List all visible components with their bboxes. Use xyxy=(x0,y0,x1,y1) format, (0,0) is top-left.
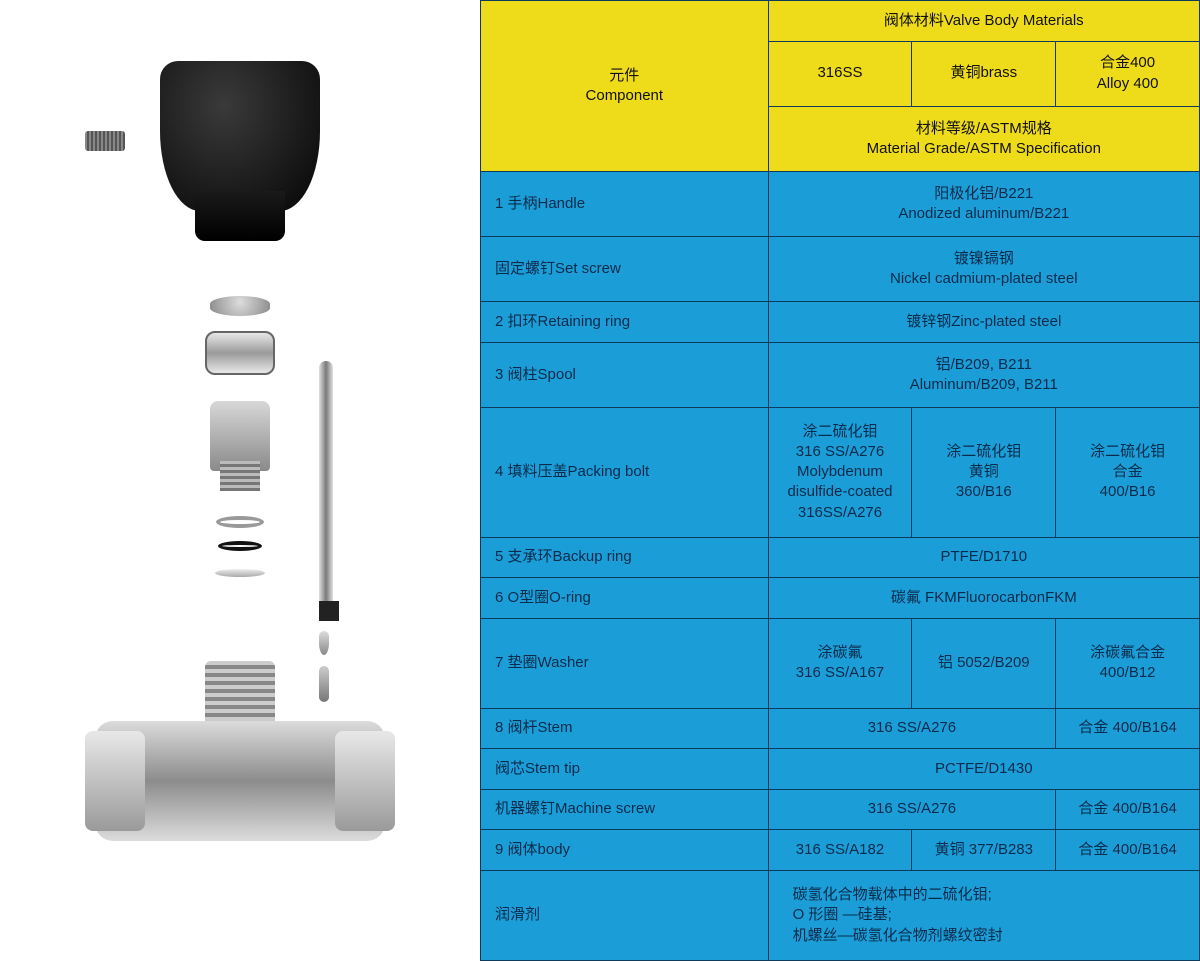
materials-table-pane: 元件 Component 阀体材料Valve Body Materials 31… xyxy=(480,0,1200,961)
table-row: 1 手柄Handle 阳极化铝/B221 Anodized aluminum/B… xyxy=(481,171,1200,236)
hdr-316ss: 316SS xyxy=(768,41,912,106)
table-row: 润滑剂 碳氢化合物载体中的二硫化钼; O 形圈 —硅基; 机螺丝—碳氢化合物剂螺… xyxy=(481,871,1200,961)
table-row: 6 O型圈O-ring 碳氟 FKMFluorocarbonFKM xyxy=(481,578,1200,619)
row-value: PCTFE/D1430 xyxy=(768,749,1199,790)
table-row: 阀芯Stem tip PCTFE/D1430 xyxy=(481,749,1200,790)
row-value: 阳极化铝/B221 Anodized aluminum/B221 xyxy=(768,171,1199,236)
row-value: 涂碳氟 316 SS/A167 xyxy=(768,618,912,708)
row-value: 铝 5052/B209 xyxy=(912,618,1056,708)
row-value: 铝/B209, B211 Aluminum/B209, B211 xyxy=(768,342,1199,407)
row-value: 黄铜 377/B283 xyxy=(912,830,1056,871)
row-label: 1 手柄Handle xyxy=(481,171,769,236)
table-row: 8 阀杆Stem 316 SS/A276 合金 400/B164 xyxy=(481,708,1200,749)
row-label: 固定螺钉Set screw xyxy=(481,237,769,302)
row-label: 8 阀杆Stem xyxy=(481,708,769,749)
table-row: 元件 Component 阀体材料Valve Body Materials xyxy=(481,1,1200,42)
row-value: 镀锌钢Zinc-plated steel xyxy=(768,302,1199,343)
table-row: 4 填料压盖Packing bolt 涂二硫化钼 316 SS/A276 Mol… xyxy=(481,407,1200,537)
part-backup-ring xyxy=(216,516,264,528)
row-label: 9 阀体body xyxy=(481,830,769,871)
table-row: 固定螺钉Set screw 镀镍镉钢 Nickel cadmium-plated… xyxy=(481,237,1200,302)
exploded-view-pane xyxy=(0,0,480,961)
table-row: 机器螺钉Machine screw 316 SS/A276 合金 400/B16… xyxy=(481,789,1200,830)
row-label: 润滑剂 xyxy=(481,871,769,961)
row-label: 5 支承环Backup ring xyxy=(481,537,769,578)
table-row: 9 阀体body 316 SS/A182 黄铜 377/B283 合金 400/… xyxy=(481,830,1200,871)
row-value: 316 SS/A182 xyxy=(768,830,912,871)
row-value: 316 SS/A276 xyxy=(768,789,1056,830)
part-set-screw xyxy=(85,131,125,151)
part-spool xyxy=(205,331,275,375)
row-value: 碳氢化合物载体中的二硫化钼; O 形圈 —硅基; 机螺丝—碳氢化合物剂螺纹密封 xyxy=(768,871,1199,961)
row-label: 2 扣环Retaining ring xyxy=(481,302,769,343)
part-retaining-ring xyxy=(210,296,270,316)
row-value: 涂二硫化钼 黄铜 360/B16 xyxy=(912,407,1056,537)
row-label: 7 垫圈Washer xyxy=(481,618,769,708)
row-value: 涂碳氟合金 400/B12 xyxy=(1056,618,1200,708)
table-row: 5 支承环Backup ring PTFE/D1710 xyxy=(481,537,1200,578)
hdr-grade: 材料等级/ASTM规格 Material Grade/ASTM Specific… xyxy=(768,106,1199,171)
part-valve-body xyxy=(95,661,385,861)
row-value: 镀镍镉钢 Nickel cadmium-plated steel xyxy=(768,237,1199,302)
materials-table: 元件 Component 阀体材料Valve Body Materials 31… xyxy=(480,0,1200,961)
part-stem-pin xyxy=(319,361,333,621)
row-label: 4 填料压盖Packing bolt xyxy=(481,407,769,537)
row-value: PTFE/D1710 xyxy=(768,537,1199,578)
table-row: 7 垫圈Washer 涂碳氟 316 SS/A167 铝 5052/B209 涂… xyxy=(481,618,1200,708)
table-row: 2 扣环Retaining ring 镀锌钢Zinc-plated steel xyxy=(481,302,1200,343)
row-value: 合金 400/B164 xyxy=(1056,830,1200,871)
hdr-materials-title: 阀体材料Valve Body Materials xyxy=(768,1,1199,42)
hdr-brass: 黄铜brass xyxy=(912,41,1056,106)
hdr-alloy: 合金400 Alloy 400 xyxy=(1056,41,1200,106)
page-root: 元件 Component 阀体材料Valve Body Materials 31… xyxy=(0,0,1200,961)
row-label: 阀芯Stem tip xyxy=(481,749,769,790)
table-row: 3 阀柱Spool 铝/B209, B211 Aluminum/B209, B2… xyxy=(481,342,1200,407)
part-o-ring xyxy=(218,541,262,551)
row-value: 316 SS/A276 xyxy=(768,708,1056,749)
row-value: 合金 400/B164 xyxy=(1056,708,1200,749)
exploded-diagram xyxy=(60,41,420,921)
part-nut xyxy=(319,601,339,621)
row-value: 碳氟 FKMFluorocarbonFKM xyxy=(768,578,1199,619)
row-label: 机器螺钉Machine screw xyxy=(481,789,769,830)
part-stem-tip xyxy=(319,631,329,655)
row-label: 3 阀柱Spool xyxy=(481,342,769,407)
hdr-component: 元件 Component xyxy=(481,1,769,172)
row-label: 6 O型圈O-ring xyxy=(481,578,769,619)
part-handle xyxy=(160,61,320,211)
row-value: 合金 400/B164 xyxy=(1056,789,1200,830)
row-value: 涂二硫化钼 合金 400/B16 xyxy=(1056,407,1200,537)
row-value: 涂二硫化钼 316 SS/A276 Molybdenum disulfide-c… xyxy=(768,407,912,537)
part-packing-bolt xyxy=(210,401,270,471)
part-washer xyxy=(215,569,265,577)
